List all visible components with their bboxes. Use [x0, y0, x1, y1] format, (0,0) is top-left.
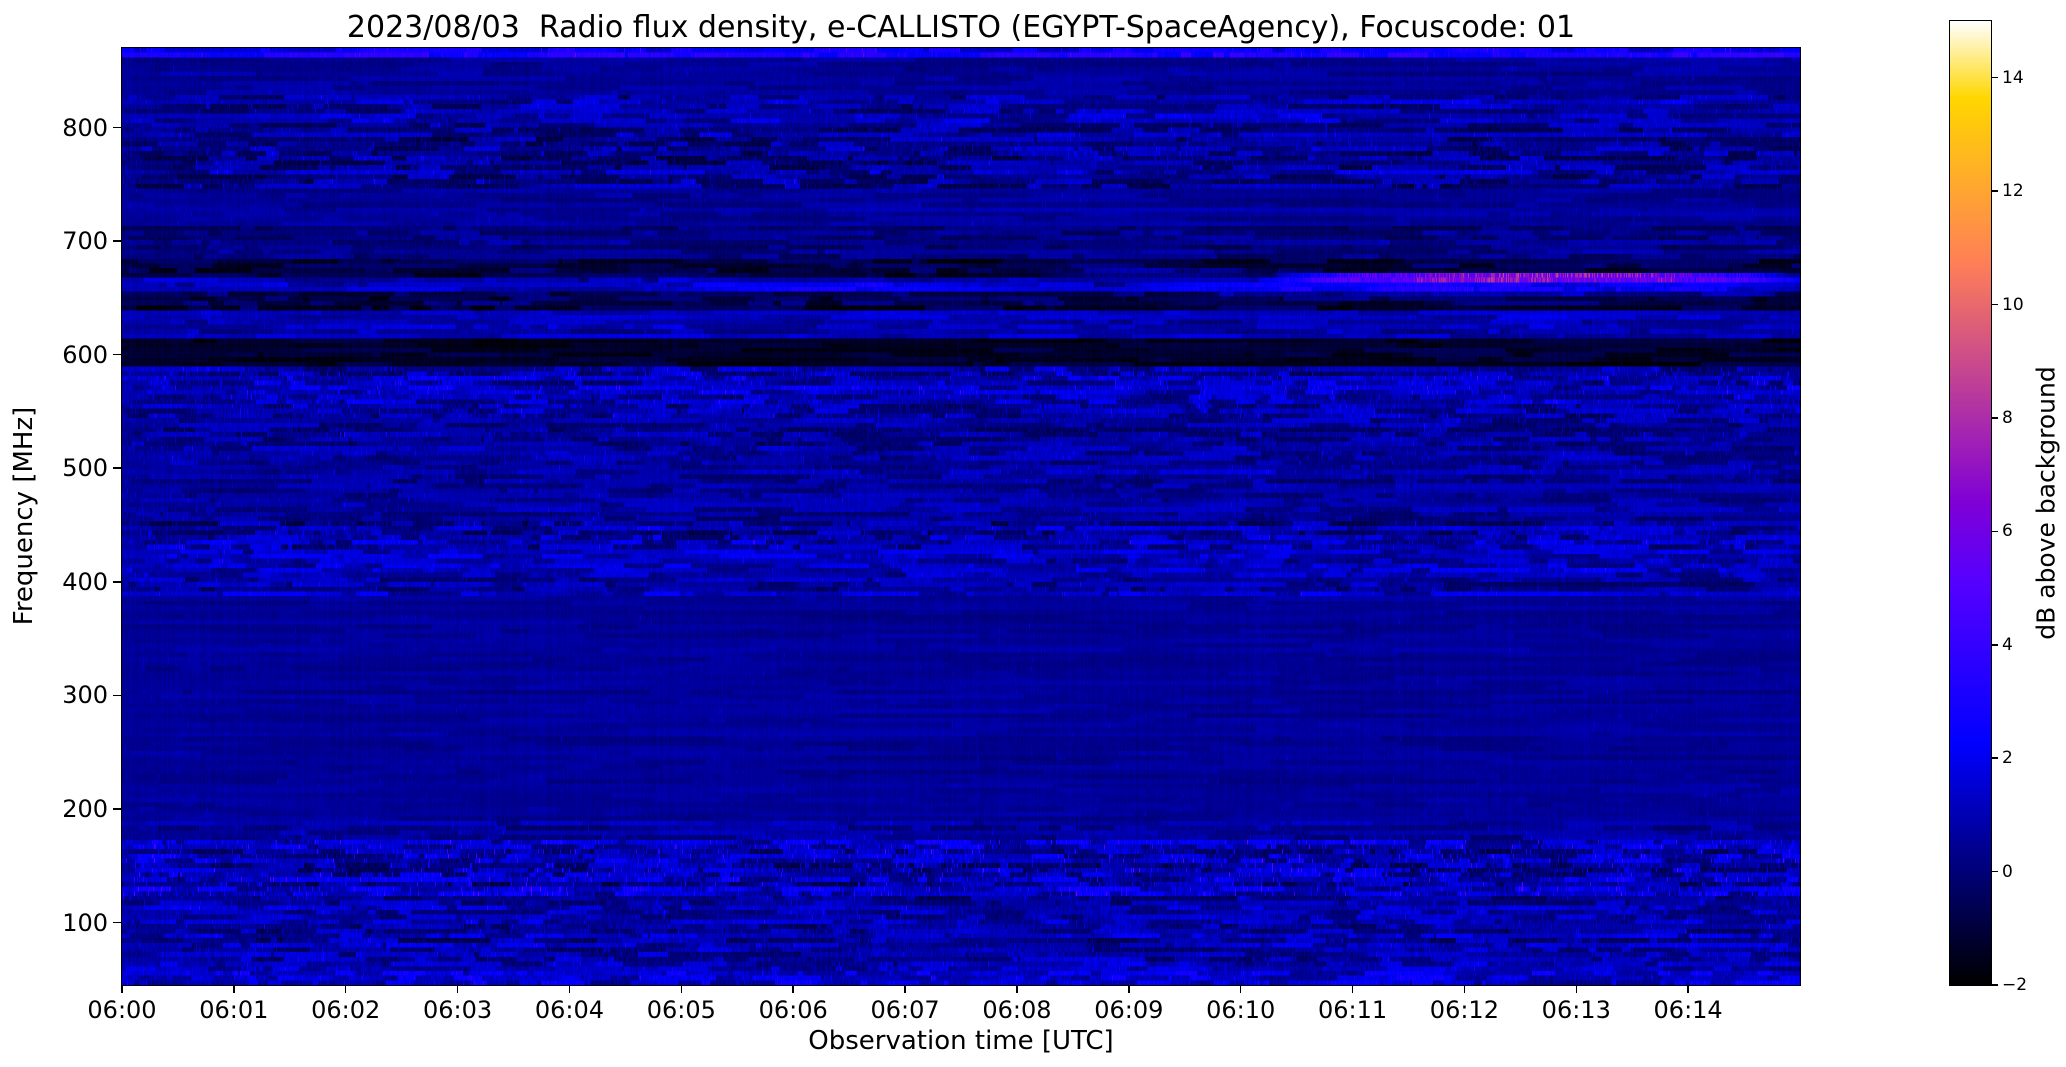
- y-tick-label: 100: [62, 908, 108, 937]
- colorbar-tick-label: 14: [2002, 67, 2024, 88]
- chart-title: 2023/08/03 Radio flux density, e-CALLIST…: [346, 10, 1576, 45]
- plot-border: [121, 47, 1801, 986]
- colorbar-gradient: [1950, 21, 1991, 985]
- x-tick-mark: [1687, 985, 1689, 993]
- x-tick-label: 06:12: [1429, 996, 1499, 1024]
- x-tick-mark: [1016, 985, 1018, 993]
- y-tick-mark: [113, 353, 121, 356]
- colorbar-border: [1949, 20, 1992, 986]
- x-tick-label: 06:14: [1653, 996, 1723, 1024]
- x-tick-mark: [1575, 985, 1578, 993]
- x-tick-label: 06:01: [199, 996, 269, 1024]
- colorbar-tick-mark: [1992, 757, 1998, 759]
- x-axis-label: Observation time [UTC]: [808, 1026, 1114, 1056]
- x-tick-mark: [1351, 985, 1354, 993]
- x-tick-label: 06:05: [646, 996, 716, 1024]
- x-tick-mark: [344, 985, 347, 993]
- x-tick-mark: [904, 985, 906, 993]
- x-tick-label: 06:11: [1317, 996, 1388, 1024]
- colorbar-tick-label: 4: [2002, 634, 2013, 655]
- x-tick-mark: [1239, 985, 1242, 993]
- y-tick-mark: [113, 921, 121, 924]
- x-tick-mark: [1463, 985, 1466, 993]
- spectrogram-heatmap: [122, 48, 1800, 985]
- colorbar-tick-label: 2: [2002, 748, 2013, 769]
- x-tick-label: 06:00: [87, 996, 157, 1024]
- x-tick-mark: [1128, 985, 1130, 993]
- colorbar-tick-mark: [1992, 303, 1998, 306]
- y-tick-label: 300: [62, 681, 108, 710]
- x-tick-label: 06:08: [982, 996, 1052, 1024]
- colorbar-tick-mark: [1992, 190, 1998, 192]
- colorbar-tick-mark: [1992, 644, 1998, 646]
- y-tick-label: 800: [62, 113, 108, 142]
- colorbar-tick-label: 8: [2002, 407, 2013, 428]
- x-tick-mark: [568, 985, 571, 993]
- colorbar-tick-label: 12: [2002, 181, 2024, 202]
- y-tick-mark: [113, 126, 121, 129]
- y-tick-mark: [113, 467, 121, 469]
- x-tick-label: 06:07: [870, 996, 940, 1024]
- colorbar-tick-mark: [1992, 530, 1998, 533]
- x-tick-mark: [233, 985, 235, 993]
- x-tick-mark: [680, 985, 683, 993]
- x-tick-mark: [792, 985, 794, 993]
- y-tick-label: 200: [62, 794, 108, 823]
- y-tick-mark: [113, 808, 121, 810]
- colorbar-tick-mark: [1992, 984, 1998, 986]
- y-tick-label: 700: [62, 227, 108, 256]
- colorbar-tick-mark: [1992, 76, 1998, 79]
- colorbar-tick-label: 6: [2002, 521, 2013, 542]
- x-tick-label: 06:10: [1206, 996, 1276, 1024]
- y-tick-label: 600: [62, 340, 108, 369]
- colorbar-tick-label: 0: [2002, 861, 2013, 882]
- colorbar-tick-mark: [1992, 417, 1998, 419]
- colorbar-tick-mark: [1992, 870, 1998, 873]
- colorbar-tick-label: 10: [2002, 294, 2024, 315]
- x-tick-mark: [456, 985, 459, 993]
- y-tick-mark: [113, 581, 121, 583]
- x-tick-label: 06:09: [1094, 996, 1164, 1024]
- x-tick-mark: [121, 985, 123, 993]
- y-tick-label: 400: [62, 567, 108, 596]
- y-tick-mark: [113, 694, 121, 697]
- x-tick-label: 06:03: [423, 996, 493, 1024]
- x-tick-label: 06:13: [1541, 996, 1611, 1024]
- colorbar-tick-label: −2: [2002, 975, 2028, 995]
- y-tick-mark: [113, 240, 121, 242]
- y-tick-label: 500: [62, 454, 108, 483]
- x-tick-label: 06:04: [534, 996, 605, 1024]
- x-tick-label: 06:06: [758, 996, 828, 1024]
- x-tick-label: 06:02: [311, 996, 381, 1024]
